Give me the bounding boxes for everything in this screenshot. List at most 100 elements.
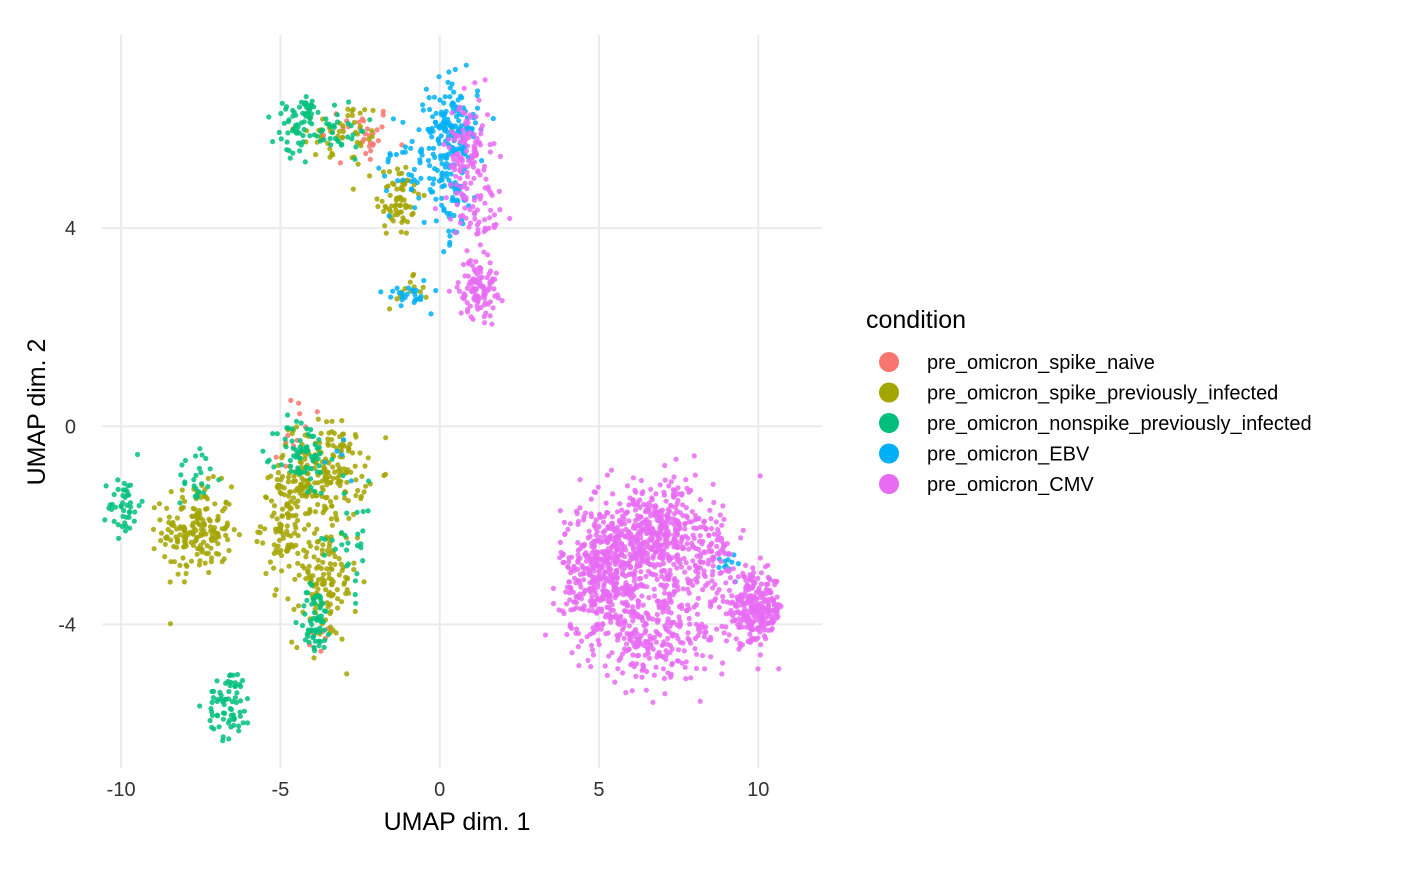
point-pre_omicron_CMV — [685, 630, 691, 636]
point-pre_omicron_CMV — [683, 607, 690, 614]
point-pre_omicron_CMV — [451, 131, 458, 137]
point-pre_omicron_CMV — [571, 606, 577, 613]
point-pre_omicron_CMV — [623, 547, 629, 553]
point-pre_omicron_spike_previously_infected — [345, 498, 351, 504]
point-pre_omicron_spike_previously_infected — [280, 452, 286, 458]
point-pre_omicron_CMV — [571, 563, 577, 570]
point-pre_omicron_CMV — [566, 555, 572, 561]
point-pre_omicron_EBV — [376, 165, 382, 171]
point-pre_omicron_spike_previously_infected — [410, 210, 416, 216]
point-pre_omicron_spike_previously_infected — [192, 506, 198, 512]
point-pre_omicron_spike_previously_infected — [346, 590, 352, 596]
point-pre_omicron_spike_previously_infected — [183, 540, 189, 547]
point-pre_omicron_EBV — [454, 146, 460, 152]
point-pre_omicron_CMV — [496, 188, 502, 194]
point-pre_omicron_EBV — [456, 111, 462, 117]
point-pre_omicron_CMV — [672, 576, 678, 582]
point-pre_omicron_CMV — [736, 624, 742, 631]
point-pre_omicron_spike_previously_infected — [352, 463, 358, 469]
point-pre_omicron_nonspike_previously_infected — [124, 502, 130, 508]
point-pre_omicron_nonspike_previously_infected — [308, 485, 314, 491]
point-pre_omicron_CMV — [614, 553, 620, 559]
point-pre_omicron_CMV — [483, 227, 489, 233]
point-pre_omicron_CMV — [680, 586, 686, 592]
point-pre_omicron_nonspike_previously_infected — [321, 137, 327, 143]
point-pre_omicron_spike_previously_infected — [417, 289, 423, 295]
point-pre_omicron_CMV — [694, 579, 700, 585]
point-pre_omicron_spike_naive — [364, 126, 370, 132]
point-pre_omicron_CMV — [456, 106, 462, 113]
point-pre_omicron_spike_previously_infected — [332, 553, 338, 560]
point-pre_omicron_CMV — [700, 538, 706, 545]
point-pre_omicron_spike_previously_infected — [327, 498, 334, 505]
point-pre_omicron_EBV — [393, 151, 399, 158]
point-pre_omicron_nonspike_previously_infected — [115, 477, 121, 483]
point-pre_omicron_CMV — [701, 549, 707, 555]
point-pre_omicron_spike_previously_infected — [323, 587, 329, 593]
point-pre_omicron_CMV — [769, 625, 775, 632]
point-pre_omicron_spike_previously_infected — [383, 230, 389, 236]
point-pre_omicron_CMV — [575, 552, 581, 558]
point-pre_omicron_spike_previously_infected — [201, 539, 207, 545]
point-pre_omicron_spike_previously_infected — [380, 169, 386, 175]
point-pre_omicron_CMV — [666, 483, 672, 489]
point-pre_omicron_CMV — [691, 525, 697, 531]
point-pre_omicron_spike_previously_infected — [379, 198, 385, 204]
point-pre_omicron_spike_previously_infected — [177, 562, 183, 569]
point-pre_omicron_CMV — [582, 552, 588, 558]
point-pre_omicron_nonspike_previously_infected — [294, 122, 300, 128]
point-pre_omicron_nonspike_previously_infected — [366, 478, 372, 484]
point-pre_omicron_CMV — [619, 541, 625, 547]
point-pre_omicron_CMV — [458, 163, 464, 169]
point-pre_omicron_CMV — [484, 275, 490, 281]
point-pre_omicron_nonspike_previously_infected — [287, 155, 293, 161]
point-pre_omicron_CMV — [624, 582, 630, 589]
point-pre_omicron_CMV — [558, 549, 564, 555]
point-pre_omicron_spike_previously_infected — [351, 566, 357, 573]
point-pre_omicron_CMV — [700, 587, 706, 593]
point-pre_omicron_CMV — [720, 545, 726, 551]
point-pre_omicron_nonspike_previously_infected — [236, 728, 242, 734]
point-pre_omicron_CMV — [497, 153, 503, 159]
point-pre_omicron_spike_previously_infected — [387, 209, 394, 215]
point-pre_omicron_nonspike_previously_infected — [237, 698, 244, 704]
point-pre_omicron_spike_previously_infected — [326, 571, 332, 577]
point-pre_omicron_nonspike_previously_infected — [329, 456, 335, 462]
point-pre_omicron_spike_previously_infected — [314, 539, 320, 545]
point-pre_omicron_CMV — [701, 519, 707, 525]
point-pre_omicron_CMV — [643, 573, 649, 579]
x-tick-label: 0 — [434, 779, 445, 801]
point-pre_omicron_CMV — [633, 534, 639, 540]
point-pre_omicron_spike_previously_infected — [342, 580, 348, 586]
point-pre_omicron_CMV — [484, 112, 491, 118]
point-pre_omicron_CMV — [710, 585, 716, 591]
point-pre_omicron_CMV — [584, 634, 590, 640]
point-pre_omicron_nonspike_previously_infected — [198, 470, 204, 476]
point-pre_omicron_CMV — [720, 598, 726, 604]
point-pre_omicron_spike_previously_infected — [292, 576, 298, 582]
point-pre_omicron_CMV — [760, 604, 767, 610]
point-pre_omicron_nonspike_previously_infected — [278, 110, 284, 117]
point-pre_omicron_EBV — [414, 179, 420, 186]
point-pre_omicron_CMV — [580, 570, 587, 576]
point-pre_omicron_EBV — [446, 228, 452, 234]
point-pre_omicron_EBV — [388, 294, 394, 300]
point-pre_omicron_spike_previously_infected — [206, 569, 212, 576]
point-pre_omicron_spike_previously_infected — [332, 469, 338, 475]
point-pre_omicron_CMV — [469, 263, 475, 269]
point-pre_omicron_CMV — [475, 306, 481, 312]
point-pre_omicron_EBV — [452, 66, 458, 73]
point-pre_omicron_CMV — [757, 473, 763, 479]
point-pre_omicron_CMV — [757, 555, 764, 561]
point-pre_omicron_CMV — [717, 570, 723, 577]
point-pre_omicron_CMV — [568, 567, 574, 573]
point-pre_omicron_nonspike_previously_infected — [289, 426, 295, 432]
point-pre_omicron_EBV — [432, 166, 438, 172]
point-pre_omicron_spike_previously_infected — [387, 192, 393, 198]
point-pre_omicron_spike_previously_infected — [324, 494, 330, 500]
point-pre_omicron_nonspike_previously_infected — [339, 141, 345, 147]
point-pre_omicron_CMV — [464, 169, 470, 175]
point-pre_omicron_CMV — [631, 547, 637, 553]
point-pre_omicron_nonspike_previously_infected — [297, 444, 303, 450]
point-pre_omicron_CMV — [595, 595, 601, 601]
